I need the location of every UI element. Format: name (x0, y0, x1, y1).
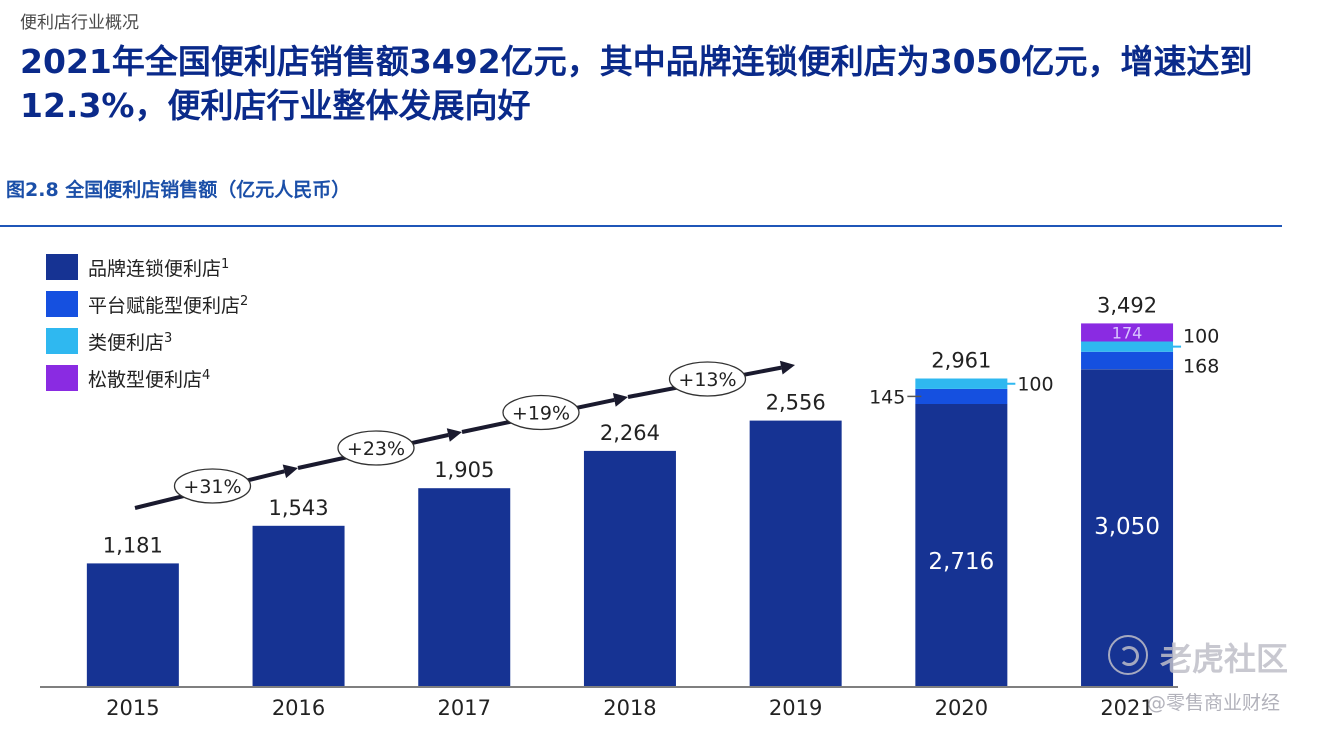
segment-label-platform: 145 (869, 386, 905, 408)
growth-badge (337, 430, 415, 466)
watermark-logo-icon (1108, 635, 1148, 675)
total-label: 3,492 (1097, 293, 1157, 317)
legend-label: 平台赋能型便利店2 (88, 294, 248, 317)
segment-label-platform: 168 (1183, 356, 1219, 378)
x-tick-label: 2019 (769, 696, 822, 720)
growth-arrowhead (612, 393, 628, 407)
growth-badge (173, 468, 252, 504)
figure-title: 图2.8 全国便利店销售额（亿元人民币） (6, 179, 351, 201)
legend-swatch (46, 365, 78, 391)
x-tick-label: 2017 (438, 696, 491, 720)
segment-label-quasi: 100 (1017, 374, 1053, 396)
bar-segment (749, 420, 842, 686)
legend-swatch (46, 291, 78, 317)
legend-swatch (46, 254, 78, 280)
segment-label-quasi: 100 (1183, 326, 1219, 348)
x-tick-label: 2018 (603, 696, 656, 720)
growth-label: +19% (512, 403, 570, 425)
total-label: 1,543 (268, 496, 328, 520)
bar-segment (252, 525, 345, 686)
x-tick-label: 2020 (935, 696, 988, 720)
legend-label: 类便利店3 (88, 331, 172, 354)
legend-label: 松散型便利店4 (88, 368, 210, 391)
bar-segment (583, 450, 676, 686)
growth-badge (668, 361, 747, 397)
total-label: 1,905 (434, 458, 494, 482)
total-label: 1,181 (103, 533, 163, 557)
watermark-sub: @零售商业财经 (1147, 692, 1281, 714)
divider (0, 225, 1282, 227)
bar-segment (1081, 351, 1174, 370)
x-tick-label: 2015 (106, 696, 159, 720)
inner-value-label: 2,716 (928, 549, 994, 575)
x-tick-label: 2021 (1100, 696, 1153, 720)
growth-badge (502, 394, 580, 431)
inner-value-label: 3,050 (1094, 514, 1160, 540)
section-label: 便利店行业概况 (20, 13, 139, 33)
bar-segment (1081, 323, 1174, 342)
legend-label: 品牌连锁便利店1 (88, 257, 229, 280)
bar-segment (418, 488, 511, 686)
growth-arrowhead (446, 428, 462, 442)
growth-label: +31% (183, 476, 241, 498)
bar-segment (915, 388, 1008, 404)
total-label: 2,556 (766, 391, 826, 415)
bar-segment (1081, 369, 1174, 686)
growth-label: +23% (347, 438, 405, 460)
total-label: 2,264 (600, 421, 660, 445)
headline: 2021年全国便利店销售额3492亿元，其中品牌连锁便利店为3050亿元，增速达… (20, 42, 1253, 125)
segment-label-loose: 174 (1112, 323, 1143, 342)
bar-segment (86, 563, 179, 686)
legend-swatch (46, 328, 78, 354)
bar-segment (1081, 341, 1174, 352)
total-label: 2,961 (931, 349, 991, 373)
bar-segment (915, 403, 1008, 686)
growth-arrowhead (779, 360, 795, 375)
growth-label: +13% (678, 369, 736, 391)
watermark-main: 老虎社区 (1160, 640, 1289, 678)
x-tick-label: 2016 (272, 696, 325, 720)
bar-segment (915, 378, 1008, 389)
growth-arrowhead (282, 464, 298, 479)
